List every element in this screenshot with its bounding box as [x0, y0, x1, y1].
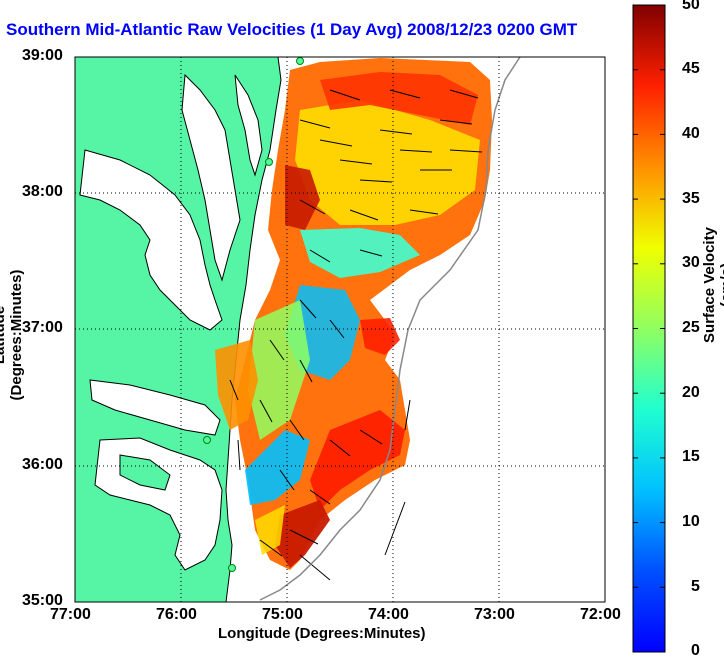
x-tick-label: 76:00: [156, 606, 197, 623]
colorbar-tick-label: 25: [682, 319, 700, 336]
shelf-contour: [259, 57, 521, 601]
colorbar-tick-label: 30: [682, 254, 700, 271]
y-tick-label: 35:00: [22, 592, 63, 609]
station-marker: [296, 57, 304, 65]
colorbar-tick-label: 35: [682, 190, 700, 207]
colorbar-tick-label: 50: [682, 0, 700, 13]
y-tick-label: 38:00: [22, 183, 63, 200]
chesapeake-bay: [79, 149, 223, 331]
grid-lines: [75, 57, 605, 602]
colorbar-tick-label: 5: [691, 578, 700, 595]
x-tick-label: 75:00: [262, 606, 303, 623]
x-tick-label: 73:00: [474, 606, 515, 623]
y-axis-label: Latitude (Degrees:Minutes): [0, 269, 25, 401]
colorbar-tick-label: 45: [682, 60, 700, 77]
station-marker: [265, 158, 273, 166]
y-tick-label: 39:00: [22, 47, 63, 64]
plot-frame: [74, 56, 606, 603]
colorbar-tick-label: 0: [691, 642, 700, 659]
station-marker: [228, 564, 236, 572]
x-tick-label: 72:00: [580, 606, 621, 623]
colorbar-tick-label: 15: [682, 448, 700, 465]
x-tick-label: 77:00: [50, 606, 91, 623]
colorbar-label: Surface Velocity (cm/s): [701, 227, 724, 343]
colorbar-tick-label: 10: [682, 513, 700, 530]
velocity-vectors: [229, 89, 483, 581]
y-tick-label: 36:00: [22, 456, 63, 473]
colorbar-tick-label: 20: [682, 384, 700, 401]
map-title: Southern Mid-Atlantic Raw Velocities (1 …: [6, 20, 578, 39]
x-tick-label: 74:00: [368, 606, 409, 623]
colorbar-tick-label: 40: [682, 125, 700, 142]
y-tick-label: 37:00: [22, 319, 63, 336]
colorbar: [632, 4, 666, 653]
station-marker: [203, 436, 211, 444]
x-axis-label: Longitude (Degrees:Minutes): [218, 625, 426, 642]
